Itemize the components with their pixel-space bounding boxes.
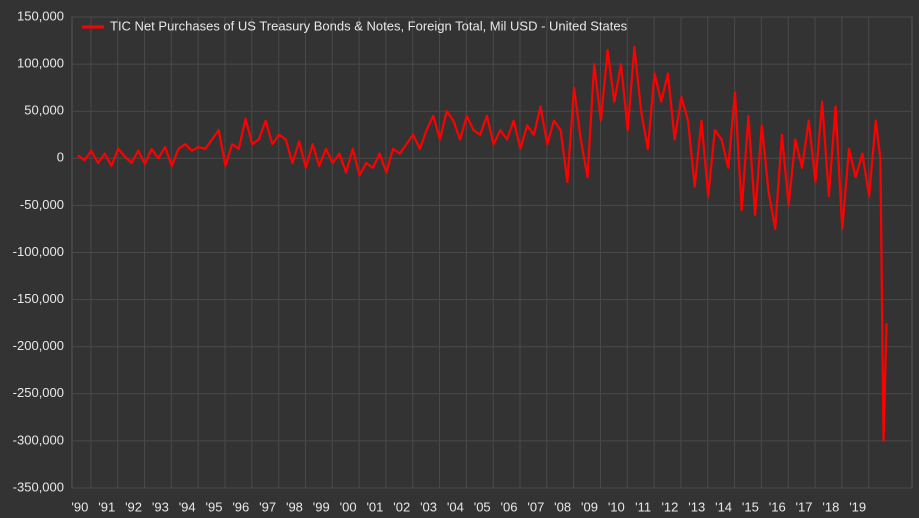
x-tick-label: '12 (661, 499, 678, 514)
x-tick-label: '00 (340, 499, 357, 514)
y-tick-label: 50,000 (24, 103, 64, 118)
x-tick-label: '13 (688, 499, 705, 514)
y-tick-label: -150,000 (13, 291, 64, 306)
x-tick-label: '18 (822, 499, 839, 514)
y-tick-label: -200,000 (13, 338, 64, 353)
x-tick-label: '94 (179, 499, 196, 514)
x-tick-label: '05 (474, 499, 491, 514)
x-tick-label: '98 (286, 499, 303, 514)
y-tick-label: -50,000 (20, 197, 64, 212)
x-tick-label: '07 (527, 499, 544, 514)
x-tick-label: '93 (152, 499, 169, 514)
x-tick-label: '19 (849, 499, 866, 514)
x-tick-label: '92 (125, 499, 142, 514)
x-tick-label: '09 (581, 499, 598, 514)
y-tick-label: 150,000 (17, 8, 64, 23)
y-tick-label: -100,000 (13, 244, 64, 259)
y-tick-label: -250,000 (13, 385, 64, 400)
x-tick-label: '01 (366, 499, 383, 514)
x-tick-label: '99 (313, 499, 330, 514)
x-tick-label: '02 (393, 499, 410, 514)
x-tick-label: '16 (769, 499, 786, 514)
x-tick-label: '03 (420, 499, 437, 514)
x-tick-label: '10 (608, 499, 625, 514)
y-tick-label: -350,000 (13, 479, 64, 494)
x-tick-label: '11 (635, 499, 651, 514)
x-tick-label: '15 (742, 499, 759, 514)
x-tick-label: '08 (554, 499, 571, 514)
x-tick-label: '97 (259, 499, 276, 514)
x-tick-label: '17 (796, 499, 813, 514)
x-tick-label: '06 (501, 499, 518, 514)
x-tick-label: '90 (71, 499, 88, 514)
x-tick-label: '04 (447, 499, 464, 514)
y-tick-label: 100,000 (17, 56, 64, 71)
x-tick-label: '96 (232, 499, 249, 514)
x-tick-label: '91 (98, 499, 115, 514)
x-tick-label: '95 (206, 499, 223, 514)
legend-label: TIC Net Purchases of US Treasury Bonds &… (110, 18, 628, 33)
y-tick-label: 0 (57, 150, 64, 165)
x-tick-label: '14 (715, 499, 732, 514)
line-series (77, 46, 888, 442)
y-tick-label: -300,000 (13, 432, 64, 447)
